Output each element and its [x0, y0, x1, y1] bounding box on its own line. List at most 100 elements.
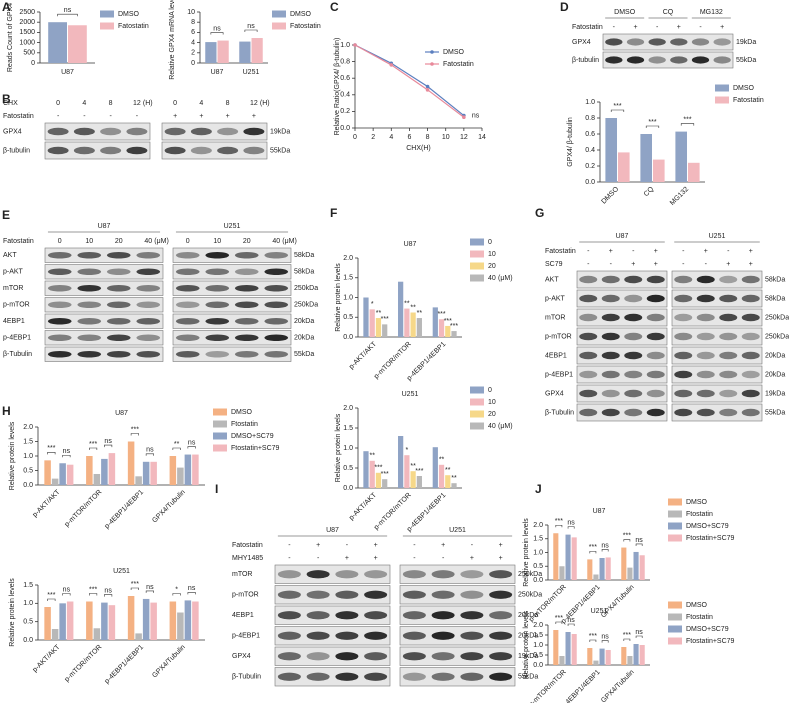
lane-label: -	[613, 24, 616, 31]
y-tick-label: 0.4	[585, 147, 595, 154]
bar	[51, 629, 59, 640]
bar	[135, 633, 142, 640]
band	[306, 570, 330, 579]
band	[277, 631, 301, 640]
band	[431, 631, 455, 640]
legend-swatch	[470, 238, 484, 246]
band	[402, 590, 426, 599]
y-tick-label: 0.0	[533, 577, 543, 584]
bar	[559, 656, 565, 665]
bar	[627, 656, 633, 665]
bracket	[130, 433, 139, 436]
band	[648, 56, 666, 64]
y-tick-label: 2500	[19, 9, 35, 16]
band	[190, 146, 212, 155]
lane-label: -	[632, 248, 635, 255]
size-label: 19kDa	[736, 39, 756, 46]
band	[100, 127, 122, 136]
legend-label: Fatostatin	[290, 23, 321, 30]
significance: **	[451, 475, 457, 482]
bracket	[172, 593, 181, 596]
band	[234, 301, 259, 309]
y-tick-label: 500	[23, 50, 35, 57]
bar	[205, 42, 217, 63]
size-label: 55kDa	[736, 57, 756, 64]
y-tick-label: 10	[187, 9, 195, 16]
blot-strip	[44, 264, 164, 280]
band	[741, 332, 760, 341]
protein-label: mTOR	[3, 285, 23, 292]
size-label: 20kDa	[765, 352, 785, 359]
blot-strip	[671, 346, 763, 365]
band	[741, 275, 760, 284]
significance: ns	[63, 586, 71, 593]
size-label: 20kDa	[765, 371, 785, 378]
bar	[382, 479, 388, 488]
significance: **	[410, 304, 416, 311]
size-label: 20kDa	[518, 633, 538, 640]
legend-swatch	[668, 522, 682, 530]
x-tick-label: MG132	[669, 186, 690, 207]
y-tick-label: 8	[191, 19, 195, 26]
bracket	[589, 551, 597, 554]
group-label: U87	[98, 223, 111, 230]
band	[579, 389, 598, 398]
significance: ***	[555, 615, 563, 622]
bracket	[610, 109, 625, 112]
y-tick-label: 2.0	[343, 405, 353, 412]
protein-label: 4EBP1	[232, 612, 254, 619]
lane-label: +	[704, 248, 708, 255]
x-tick-label: 8	[426, 134, 430, 141]
y-axis-label: Relative protein levels	[523, 518, 530, 587]
band	[460, 672, 484, 681]
bracket	[104, 444, 113, 448]
band	[624, 275, 643, 284]
legend-swatch	[715, 96, 729, 104]
treatment-label: Fatostatin	[545, 248, 576, 255]
x-tick-label: p-4EBP1/4EBP1	[104, 489, 146, 531]
significance: *	[406, 447, 409, 454]
band	[77, 301, 102, 309]
blot-strip	[44, 122, 151, 141]
y-tick-label: 1.0	[533, 549, 543, 556]
size-label: 55kDa	[294, 351, 314, 358]
size-label: 20kDa	[294, 318, 314, 325]
blot-strip	[399, 605, 516, 625]
band	[431, 672, 455, 681]
band	[601, 370, 620, 379]
band	[47, 284, 72, 292]
lane-label: -	[317, 555, 320, 562]
bar	[86, 456, 93, 485]
legend-label: DMSO+SC79	[231, 433, 274, 440]
lane-label: 40	[272, 238, 280, 245]
group-label: MG132	[700, 9, 723, 16]
band	[579, 408, 598, 417]
blot-strip	[172, 346, 292, 362]
band	[605, 56, 623, 64]
significance: ns	[567, 617, 575, 624]
blot-strip	[602, 33, 734, 51]
group-label: U251	[224, 223, 241, 230]
bracket	[601, 549, 609, 552]
band	[719, 332, 738, 341]
lane-label: +	[441, 542, 445, 549]
band	[741, 313, 760, 322]
blot-strip	[44, 280, 164, 296]
band	[335, 570, 359, 579]
lane-label: -	[727, 248, 730, 255]
y-tick-label: 1.0	[340, 42, 350, 49]
protein-label: p-AKT	[3, 269, 24, 276]
legend-label: DMSO	[231, 409, 253, 416]
legend-swatch	[715, 84, 729, 92]
size-label: 19kDa	[518, 653, 538, 660]
band	[489, 652, 513, 661]
bracket	[589, 639, 597, 642]
legend-swatch	[213, 432, 227, 440]
legend-label: 0	[488, 387, 492, 394]
band	[646, 275, 665, 284]
protein-label: p-mTOR	[232, 592, 259, 599]
y-axis-label: Relative protein levels	[335, 263, 342, 332]
bracket	[145, 453, 154, 456]
lane-label: +	[499, 542, 503, 549]
bar	[639, 555, 645, 580]
